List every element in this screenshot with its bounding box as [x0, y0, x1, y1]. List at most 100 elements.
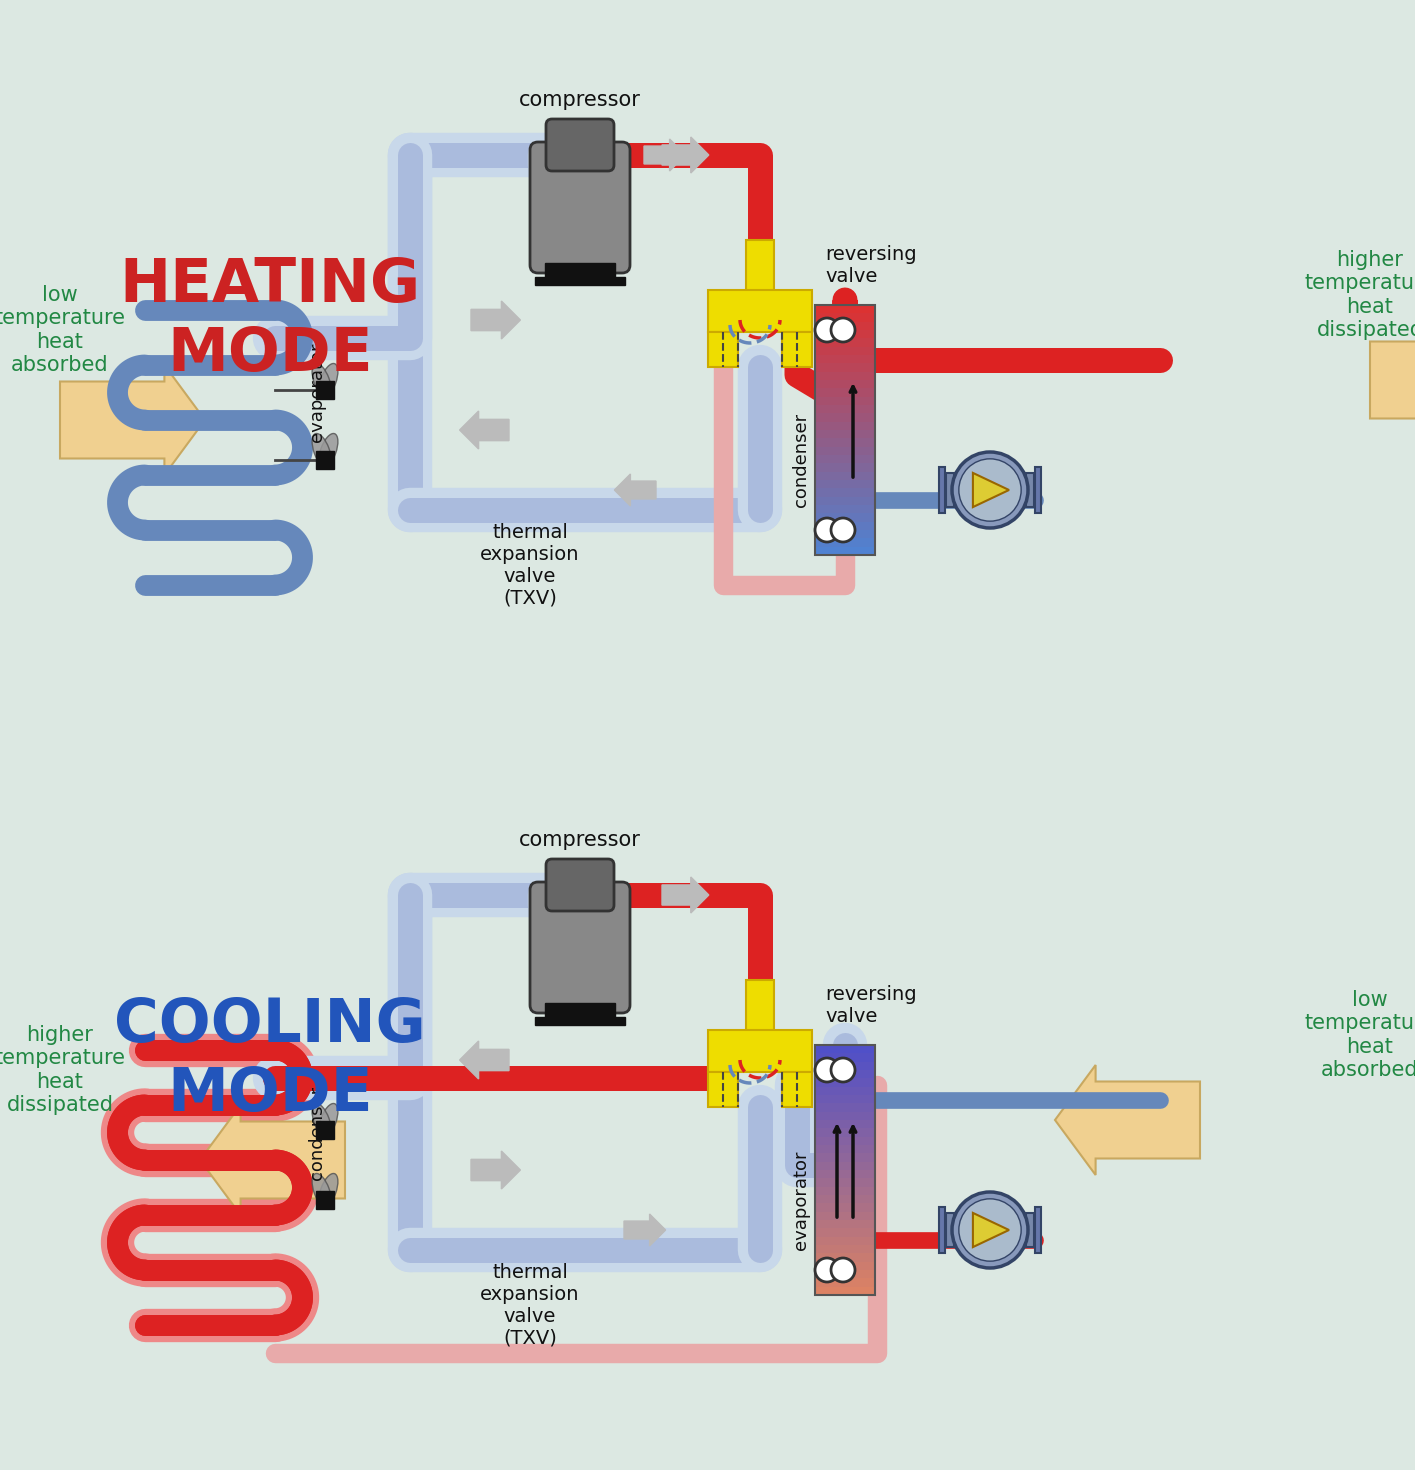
- Bar: [1026, 1213, 1034, 1247]
- Bar: [1034, 1207, 1041, 1252]
- Bar: [815, 413, 874, 422]
- Text: thermal
expansion
valve
(TXV): thermal expansion valve (TXV): [480, 1263, 580, 1348]
- Bar: [746, 980, 774, 1035]
- Text: condenser: condenser: [792, 413, 809, 507]
- FancyBboxPatch shape: [546, 858, 614, 911]
- Ellipse shape: [313, 434, 331, 467]
- Text: reversing
valve: reversing valve: [825, 985, 917, 1026]
- Circle shape: [831, 318, 855, 343]
- Bar: [815, 338, 874, 347]
- Bar: [815, 1111, 874, 1120]
- Bar: [815, 1061, 874, 1070]
- Polygon shape: [200, 1105, 345, 1216]
- Polygon shape: [974, 1213, 1009, 1247]
- Bar: [815, 456, 874, 463]
- Text: HEATING
MODE: HEATING MODE: [119, 256, 420, 384]
- Ellipse shape: [313, 1173, 331, 1208]
- Circle shape: [815, 318, 839, 343]
- Bar: [815, 1104, 874, 1111]
- Text: evaporator: evaporator: [308, 343, 325, 442]
- Bar: [815, 354, 874, 363]
- Bar: [815, 1245, 874, 1254]
- Circle shape: [959, 459, 1022, 522]
- Text: condenser: condenser: [308, 1085, 325, 1179]
- Circle shape: [815, 517, 839, 542]
- Polygon shape: [460, 412, 509, 448]
- Bar: [815, 431, 874, 438]
- Polygon shape: [471, 1151, 521, 1189]
- Bar: [940, 467, 945, 513]
- Bar: [316, 1122, 334, 1139]
- Bar: [815, 329, 874, 338]
- Text: COOLING
MODE: COOLING MODE: [115, 997, 426, 1123]
- Bar: [815, 522, 874, 531]
- Circle shape: [831, 1258, 855, 1282]
- FancyBboxPatch shape: [531, 882, 630, 1013]
- Bar: [815, 1095, 874, 1104]
- Bar: [815, 322, 874, 329]
- Bar: [545, 1003, 616, 1019]
- Bar: [782, 1072, 812, 1107]
- Bar: [708, 1072, 739, 1107]
- Bar: [815, 422, 874, 431]
- Bar: [815, 513, 874, 522]
- Bar: [815, 538, 874, 547]
- Bar: [815, 363, 874, 372]
- Bar: [815, 347, 874, 354]
- Circle shape: [815, 1058, 839, 1082]
- Bar: [815, 531, 874, 538]
- Bar: [815, 1195, 874, 1204]
- Bar: [316, 451, 334, 469]
- Bar: [815, 397, 874, 406]
- Ellipse shape: [318, 434, 338, 467]
- Bar: [947, 1213, 954, 1247]
- Bar: [815, 1045, 874, 1054]
- Bar: [815, 1179, 874, 1186]
- Circle shape: [831, 1058, 855, 1082]
- Text: higher
temperature
heat
dissipated: higher temperature heat dissipated: [0, 1025, 126, 1114]
- Circle shape: [959, 1200, 1022, 1261]
- Bar: [815, 506, 874, 513]
- Bar: [815, 388, 874, 397]
- Bar: [815, 438, 874, 447]
- Bar: [815, 1254, 874, 1261]
- Ellipse shape: [318, 363, 338, 398]
- Ellipse shape: [313, 1104, 331, 1138]
- Bar: [947, 473, 954, 507]
- Text: evaporator: evaporator: [792, 1150, 809, 1250]
- Bar: [815, 313, 874, 322]
- Bar: [815, 1070, 874, 1079]
- FancyBboxPatch shape: [546, 119, 614, 171]
- Bar: [815, 1186, 874, 1195]
- Bar: [1034, 467, 1041, 513]
- Polygon shape: [624, 1214, 665, 1247]
- Polygon shape: [614, 473, 657, 506]
- Text: compressor: compressor: [519, 831, 641, 850]
- Bar: [815, 1279, 874, 1286]
- Bar: [746, 240, 774, 295]
- Bar: [708, 1030, 812, 1072]
- Bar: [815, 547, 874, 556]
- Bar: [815, 1161, 874, 1170]
- Bar: [316, 381, 334, 398]
- Polygon shape: [1370, 325, 1415, 435]
- Bar: [815, 1261, 874, 1270]
- Bar: [815, 1211, 874, 1220]
- Bar: [815, 372, 874, 381]
- Bar: [815, 1236, 874, 1245]
- Bar: [815, 1079, 874, 1086]
- Bar: [815, 1145, 874, 1154]
- Bar: [1026, 473, 1034, 507]
- Bar: [815, 1154, 874, 1161]
- Circle shape: [831, 517, 855, 542]
- Ellipse shape: [318, 1173, 338, 1208]
- Text: low
temperature
heat
absorbed: low temperature heat absorbed: [1305, 991, 1415, 1080]
- Circle shape: [952, 1192, 1029, 1269]
- Bar: [815, 488, 874, 497]
- Bar: [815, 497, 874, 506]
- Bar: [815, 304, 874, 313]
- Bar: [545, 263, 616, 279]
- Bar: [316, 1191, 334, 1208]
- Bar: [708, 332, 739, 368]
- Polygon shape: [644, 140, 686, 171]
